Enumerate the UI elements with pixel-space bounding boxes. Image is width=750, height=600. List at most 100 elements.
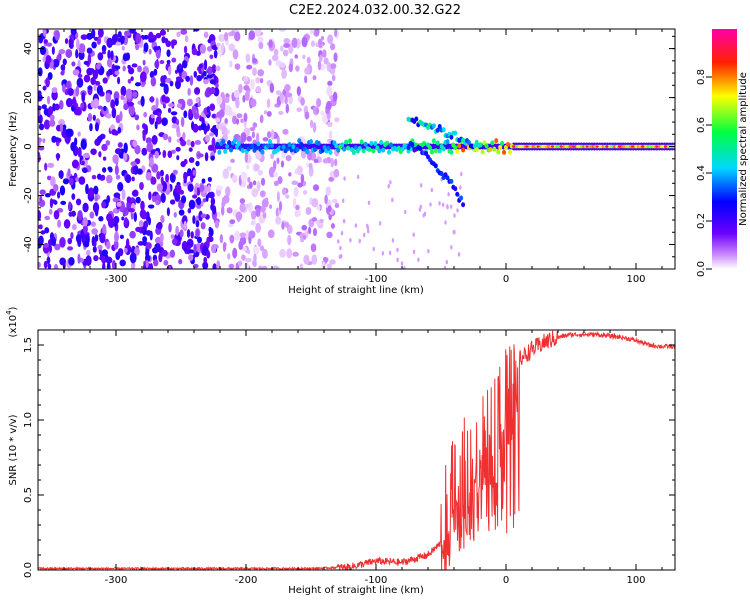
noise-speckle xyxy=(248,181,253,189)
noise-speckle xyxy=(204,152,209,162)
noise-speckle xyxy=(98,216,104,222)
noise-speckle xyxy=(178,258,183,265)
noise-speckle xyxy=(202,198,207,203)
noise-speckle xyxy=(106,262,111,269)
noise-speckle xyxy=(234,230,241,241)
noise-speckle xyxy=(207,144,215,151)
noise-speckle xyxy=(300,97,305,106)
noise-speckle xyxy=(49,119,56,127)
noise-speckle xyxy=(59,257,67,266)
carrier-line-mark xyxy=(225,143,230,149)
noise-speckle xyxy=(65,81,71,89)
noise-speckle xyxy=(129,29,136,34)
noise-speckle xyxy=(132,91,138,98)
noise-speckle xyxy=(183,171,188,181)
carrier-line-mark xyxy=(498,144,503,150)
noise-speckle xyxy=(292,197,297,208)
noise-speckle xyxy=(65,128,73,138)
upper-branch-mark xyxy=(431,123,436,129)
noise-speckle xyxy=(325,186,332,196)
noise-speckle xyxy=(321,261,326,269)
noise-speckle xyxy=(113,239,119,250)
noise-speckle xyxy=(51,90,58,101)
noise-speckle xyxy=(117,31,122,38)
noise-speckle xyxy=(367,200,371,205)
carrier-line-mark xyxy=(291,144,296,150)
noise-speckle xyxy=(155,97,159,108)
noise-speckle xyxy=(90,100,96,108)
noise-speckle xyxy=(294,168,299,175)
noise-speckle xyxy=(311,198,319,208)
noise-speckle xyxy=(207,184,211,193)
noise-speckle xyxy=(196,74,203,82)
noise-speckle xyxy=(138,220,144,228)
noise-speckle xyxy=(128,67,135,75)
noise-speckle xyxy=(188,249,195,254)
noise-speckle xyxy=(234,63,241,70)
noise-speckle xyxy=(328,130,333,139)
noise-speckle xyxy=(75,49,79,59)
noise-speckle xyxy=(145,242,152,250)
noise-speckle xyxy=(216,111,224,117)
noise-speckle xyxy=(210,197,216,206)
spectrogram-y-ticks: -40 -20 0 20 40 xyxy=(23,35,675,270)
noise-speckle xyxy=(145,137,152,144)
carrier-peak xyxy=(641,145,645,148)
noise-speckle xyxy=(320,35,324,41)
noise-speckle xyxy=(169,80,174,87)
noise-speckle xyxy=(262,212,267,219)
noise-speckle xyxy=(130,161,137,167)
noise-speckle xyxy=(244,90,250,102)
noise-speckle xyxy=(235,211,243,221)
noise-speckle xyxy=(218,34,226,42)
noise-speckle xyxy=(97,244,103,250)
noise-speckle xyxy=(187,183,194,192)
carrier-peak xyxy=(605,145,609,148)
noise-speckle xyxy=(45,54,52,64)
noise-speckle xyxy=(452,229,455,235)
noise-speckle xyxy=(161,36,166,44)
noise-speckle xyxy=(105,256,113,264)
noise-speckle xyxy=(62,178,70,185)
noise-speckle xyxy=(62,58,67,66)
noise-speckle xyxy=(142,236,148,243)
noise-speckle xyxy=(221,126,228,136)
noise-speckle xyxy=(106,37,113,49)
noise-speckle xyxy=(82,216,88,227)
noise-speckle xyxy=(151,105,158,112)
noise-speckle xyxy=(47,106,54,116)
carrier-line-mark xyxy=(500,140,505,146)
noise-speckle xyxy=(243,76,249,82)
carrier-line-mark xyxy=(260,149,265,155)
noise-speckle xyxy=(315,107,319,114)
carrier-line-mark xyxy=(377,148,382,154)
noise-speckle xyxy=(162,149,167,158)
noise-speckle xyxy=(286,248,293,259)
noise-speckle xyxy=(149,157,154,167)
noise-speckle xyxy=(166,207,170,217)
noise-speckle xyxy=(279,248,286,258)
noise-speckle xyxy=(239,236,247,246)
noise-speckle xyxy=(190,231,194,239)
noise-speckle xyxy=(235,118,240,125)
noise-speckle xyxy=(207,176,213,182)
carrier-line-mark xyxy=(359,139,364,145)
noise-speckle xyxy=(327,80,333,86)
noise-speckle xyxy=(93,36,99,41)
noise-speckle xyxy=(322,158,329,164)
noise-speckle xyxy=(117,181,124,192)
snr-x-ticks: -300 -200 -100 0 100 xyxy=(37,330,663,586)
noise-speckle xyxy=(272,265,280,269)
noise-speckle xyxy=(201,178,206,184)
noise-speckle xyxy=(259,190,266,198)
noise-speckle xyxy=(167,150,173,158)
colorbar-tick-label: 0.6 xyxy=(696,117,707,133)
noise-speckle xyxy=(42,29,47,37)
noise-speckle xyxy=(143,34,149,40)
noise-speckle xyxy=(333,52,338,63)
noise-speckle xyxy=(317,38,323,49)
carrier-line-mark xyxy=(490,140,495,146)
carrier-peak xyxy=(595,145,599,148)
noise-speckle xyxy=(326,231,333,239)
noise-speckle xyxy=(326,61,332,72)
